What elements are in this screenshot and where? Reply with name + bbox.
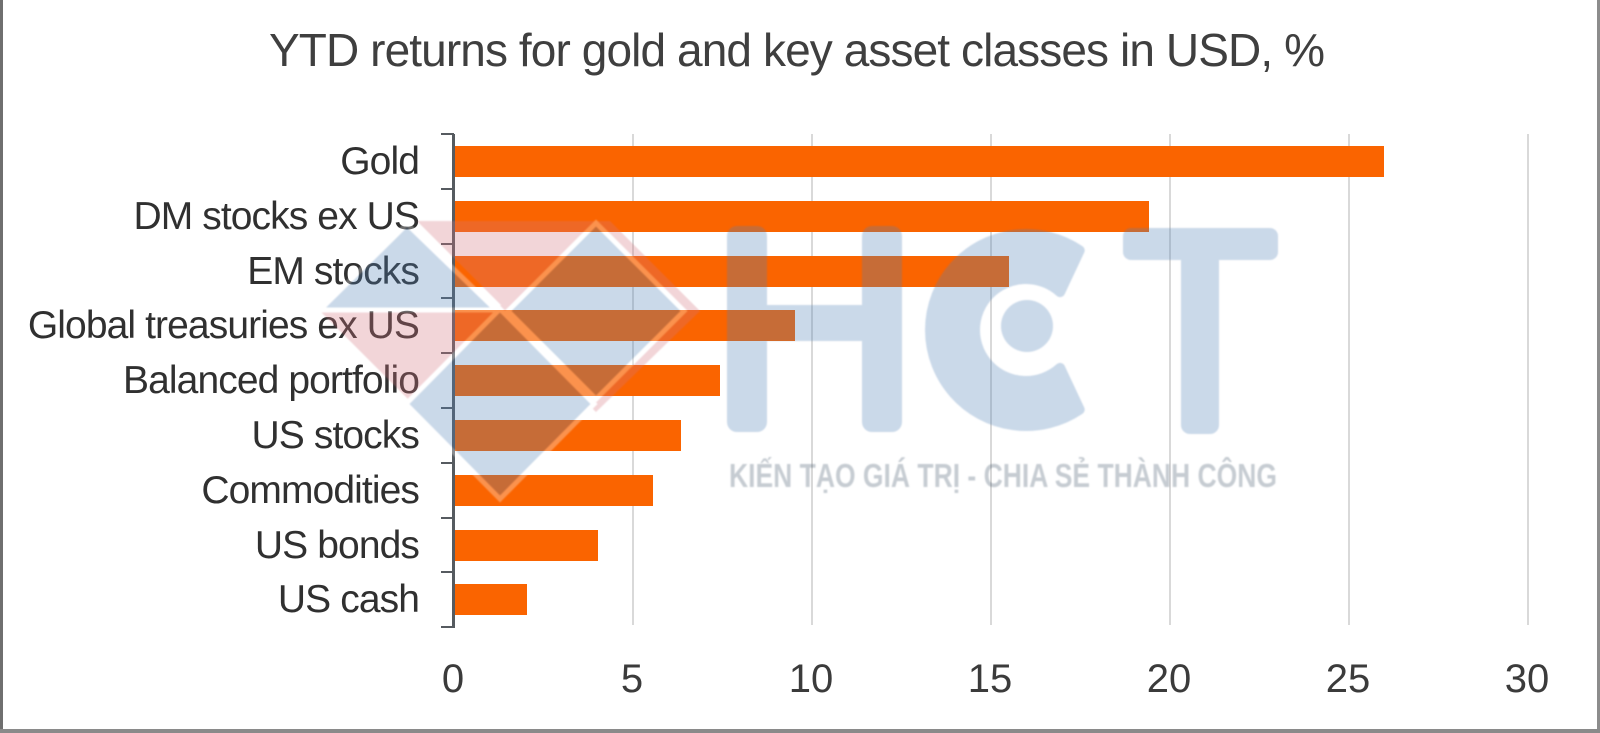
svg-text:KIẾN TẠO GIÁ TRỊ - CHIA SẺ THÀ: KIẾN TẠO GIÁ TRỊ - CHIA SẺ THÀNH CÔNG	[729, 456, 1277, 494]
